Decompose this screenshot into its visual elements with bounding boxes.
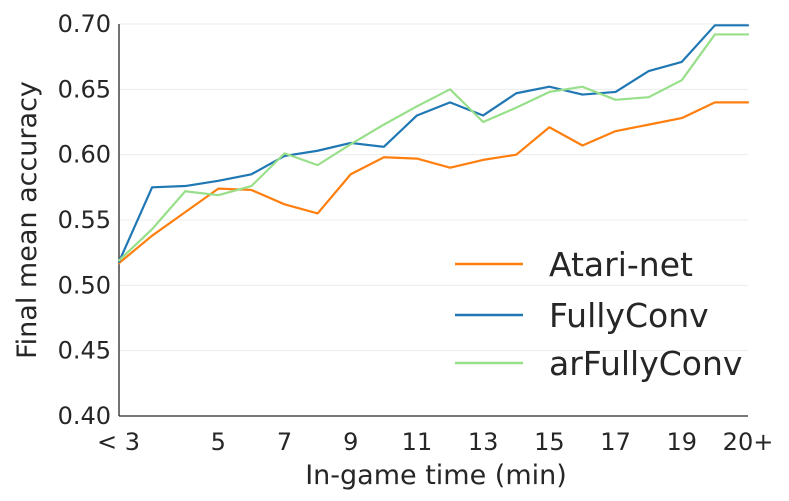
x-tick-label-5: 13 [468,428,499,456]
series-line-atari-net [117,101,750,265]
x-tick-label-3: 9 [343,428,358,456]
series-layer [117,24,750,265]
series-line-arfullyconv [117,33,750,262]
x-tick-label-6: 15 [534,428,565,456]
x-tick-label-8: 19 [667,428,698,456]
axes-layer [118,24,748,417]
x-tick-label-4: 11 [402,428,433,456]
y-tick-label-2: 0.50 [58,271,111,299]
legend-label-fullyconv: FullyConv [549,296,709,335]
x-tick-label-7: 17 [600,428,631,456]
y-tick-label-4: 0.60 [58,141,111,169]
legend: Atari-net FullyConv arFullyConv [455,245,742,383]
grid-layer [119,23,748,352]
y-axis-label: Final mean accuracy [12,81,43,359]
y-tick-label-6: 0.70 [58,10,111,38]
legend-label-atari-net: Atari-net [549,245,693,284]
y-tick-label-1: 0.45 [58,337,111,365]
x-tick-label-9: 20+ [723,428,774,456]
ticks-layer: 0.40 0.45 0.50 0.55 0.60 0.65 0.70 < 3 5 7 9 11 13 15… [58,10,774,456]
series-line-fullyconv [117,24,750,263]
y-tick-label-5: 0.65 [58,75,111,103]
legend-label-arfullyconv: arFullyConv [549,344,742,383]
y-tick-label-0: 0.40 [58,402,111,430]
x-tick-label-0: < 3 [97,428,140,456]
x-axis-label: In-game time (min) [305,460,567,491]
x-tick-label-1: 5 [211,428,226,456]
x-tick-label-2: 7 [277,428,292,456]
y-tick-label-3: 0.55 [58,206,111,234]
